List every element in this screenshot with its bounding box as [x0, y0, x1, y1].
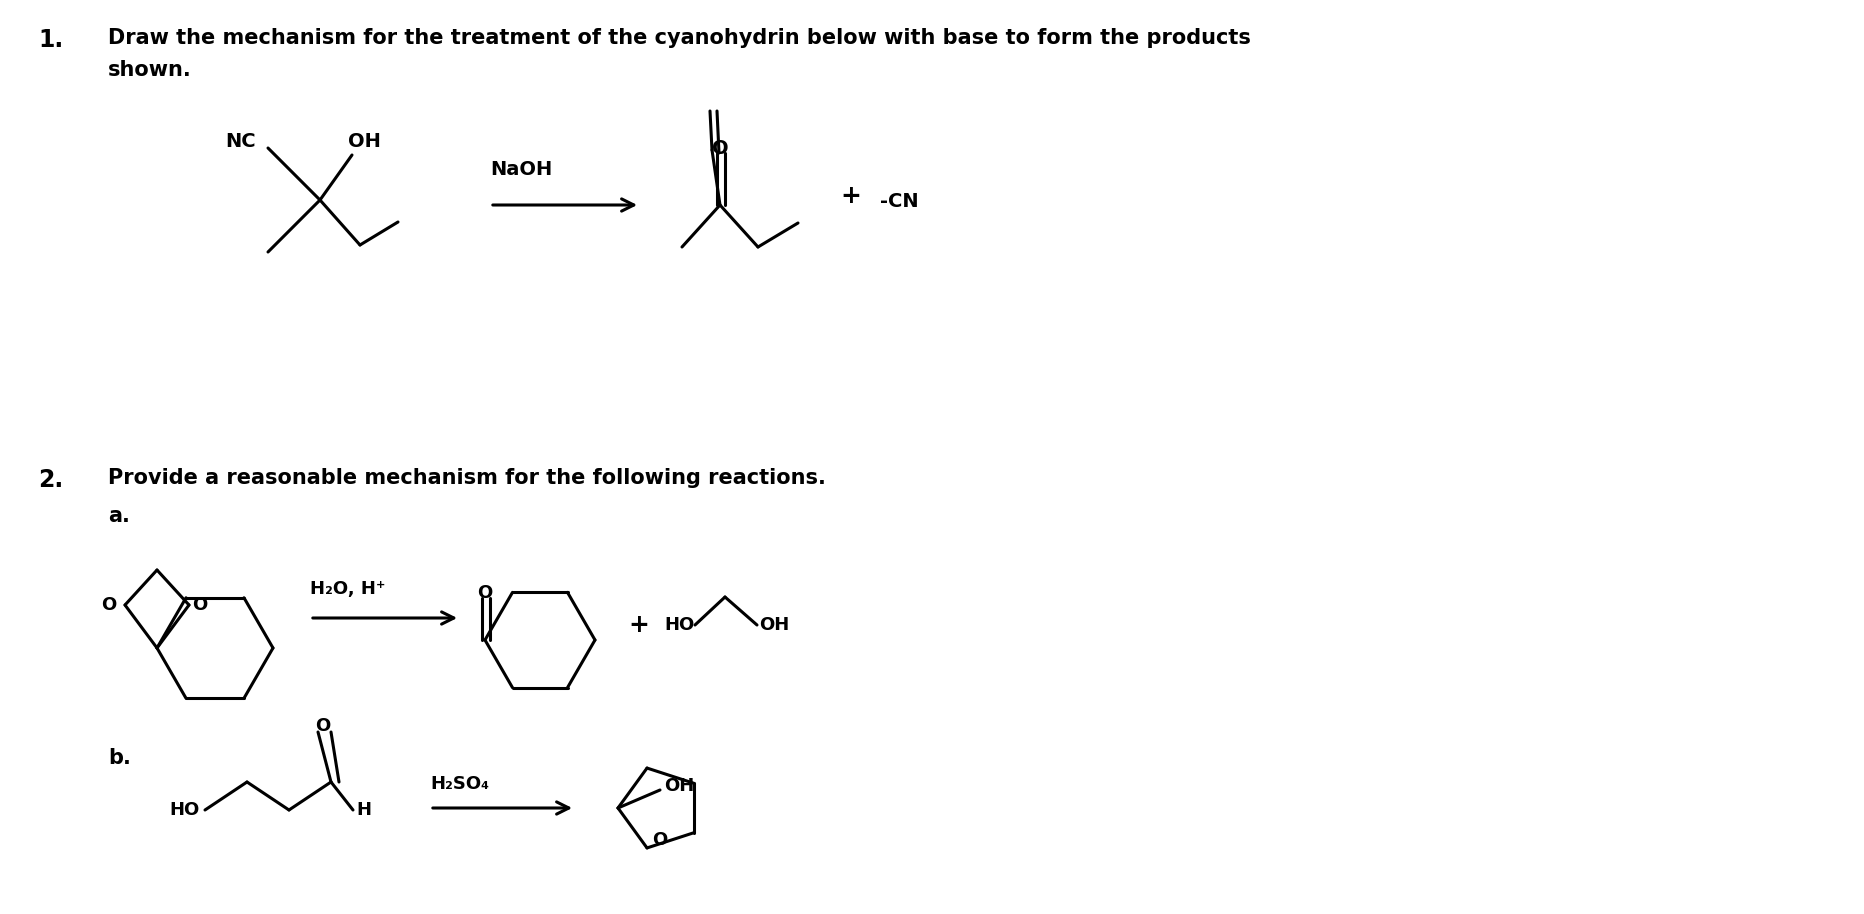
- Text: O: O: [315, 717, 330, 735]
- Text: +: +: [841, 184, 861, 208]
- Text: shown.: shown.: [108, 60, 192, 80]
- Text: O: O: [652, 831, 667, 849]
- Text: a.: a.: [108, 506, 130, 526]
- Text: b.: b.: [108, 748, 130, 768]
- Text: H₂O, H⁺: H₂O, H⁺: [309, 580, 386, 598]
- Text: O: O: [101, 596, 117, 614]
- Text: +: +: [628, 613, 649, 637]
- Text: Draw the mechanism for the treatment of the cyanohydrin below with base to form : Draw the mechanism for the treatment of …: [108, 28, 1251, 48]
- Text: OH: OH: [349, 132, 380, 151]
- Text: Provide a reasonable mechanism for the following reactions.: Provide a reasonable mechanism for the f…: [108, 468, 826, 488]
- Text: -CN: -CN: [880, 192, 919, 211]
- Text: NC: NC: [226, 132, 255, 151]
- Text: O: O: [477, 584, 492, 602]
- Text: NaOH: NaOH: [490, 160, 552, 179]
- Text: 2.: 2.: [37, 468, 63, 492]
- Text: 1.: 1.: [37, 28, 63, 52]
- Text: HO: HO: [170, 801, 199, 819]
- Text: OH: OH: [759, 616, 788, 634]
- Text: HO: HO: [665, 616, 695, 634]
- Text: O: O: [192, 596, 207, 614]
- Text: OH: OH: [664, 777, 693, 795]
- Text: H: H: [356, 801, 371, 819]
- Text: O: O: [712, 139, 729, 158]
- Text: H₂SO₄: H₂SO₄: [431, 775, 488, 793]
